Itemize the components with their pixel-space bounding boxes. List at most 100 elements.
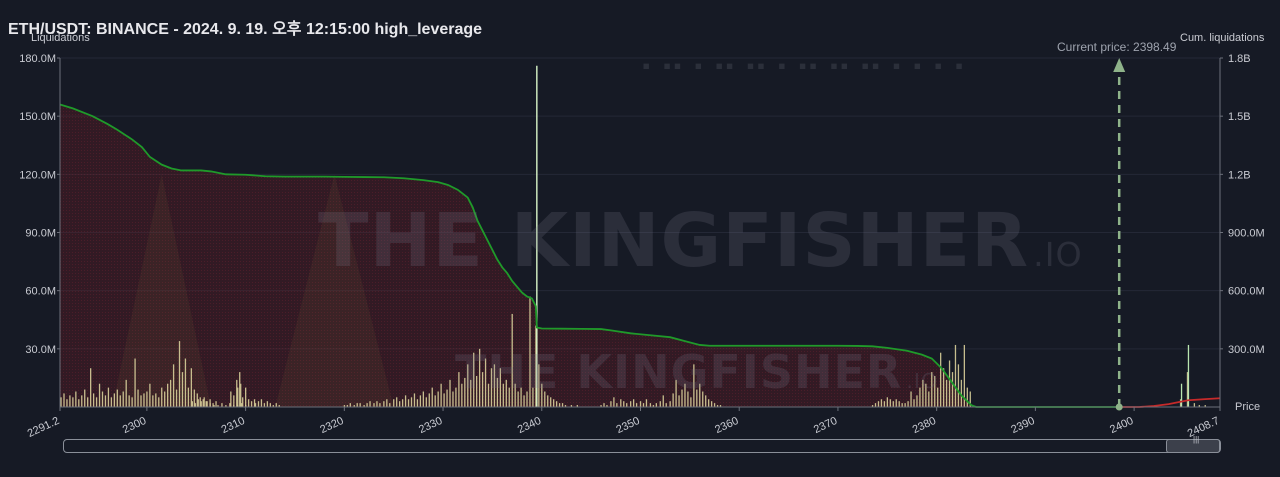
- liquidation-bar: [125, 379, 127, 407]
- liquidation-bar: [919, 387, 921, 407]
- liquidation-bar: [960, 379, 963, 407]
- liquidation-bar: [425, 397, 427, 407]
- liquidation-bar: [431, 387, 433, 407]
- liquidation-bar: [544, 391, 546, 407]
- liquidation-bar: [702, 391, 704, 407]
- current-price-label: Current price: 2398.49: [1057, 40, 1177, 54]
- liquidation-bar: [1198, 405, 1200, 407]
- liquidation-bar: [699, 383, 701, 407]
- liquidation-bar: [520, 387, 522, 407]
- liquidation-bar: [175, 389, 178, 407]
- liquidation-bar: [190, 368, 193, 407]
- y-right-tick-label: 1.5B: [1228, 111, 1251, 123]
- liquidation-bar: [907, 401, 909, 407]
- current-price-arrow-icon: [1113, 58, 1126, 72]
- liquidation-bar: [263, 403, 266, 407]
- liquidation-bar: [603, 403, 605, 407]
- liquidation-bar: [60, 397, 62, 407]
- liquidation-bar: [399, 401, 401, 407]
- liquidation-bar: [356, 403, 358, 407]
- liquidation-bar: [478, 348, 481, 407]
- liquidation-bar: [493, 364, 496, 407]
- liquidation-bar: [963, 344, 966, 407]
- liquidation-bar: [922, 379, 924, 407]
- liquidation-bar: [184, 358, 187, 407]
- liquidation-bar: [212, 403, 214, 407]
- liquidation-bar: [708, 399, 710, 407]
- liquidation-bar: [404, 395, 407, 407]
- liquidation-bar: [266, 401, 269, 407]
- x-tick-label: 2291.2: [26, 415, 62, 440]
- liquidation-bar: [675, 379, 677, 407]
- liquidation-bar: [95, 397, 98, 407]
- liquidation-bar: [916, 395, 918, 407]
- liquidation-bar: [464, 377, 466, 407]
- x-tick-label: 2340: [516, 415, 543, 436]
- liquidation-bar: [110, 397, 113, 407]
- liquidation-bar: [230, 391, 232, 407]
- liquidation-bar: [476, 375, 478, 407]
- liquidation-bar: [616, 403, 618, 407]
- liquidation-bar: [155, 393, 157, 407]
- liquidation-bar: [269, 403, 271, 407]
- liquidation-bar: [221, 403, 223, 407]
- liquidation-bar: [886, 397, 889, 407]
- liquidation-bar: [883, 401, 886, 407]
- liquidation-bar: [669, 401, 671, 407]
- liquidation-bar: [72, 397, 74, 407]
- liquidation-bar: [359, 403, 361, 407]
- liquidation-bar: [253, 399, 256, 407]
- liquidation-bar: [116, 389, 118, 407]
- liquidation-bar: [225, 405, 227, 407]
- liquidation-bar: [632, 399, 635, 407]
- time-scrollbar[interactable]: |||: [63, 435, 1221, 453]
- liquidation-bar: [213, 405, 215, 407]
- liquidation-bar: [69, 395, 71, 407]
- x-tick-label: 2350: [614, 415, 641, 436]
- liquidation-bar: [128, 395, 130, 407]
- left-axis-title: Liquidations: [31, 32, 90, 44]
- liquidation-bar: [505, 379, 507, 407]
- liquidation-bar: [81, 395, 83, 407]
- liquidation-bar: [240, 383, 242, 407]
- y-left-tick-label: 120.0M: [19, 169, 56, 181]
- liquidation-bar: [649, 403, 652, 407]
- liquidation-bar: [639, 401, 642, 407]
- liquidation-bar: [158, 397, 160, 407]
- liquidation-bar: [78, 399, 80, 407]
- liquidation-bar: [951, 372, 954, 407]
- y-left-tick-label: 150.0M: [19, 111, 56, 123]
- liquidation-bar: [66, 399, 68, 407]
- x-tick-label: 2408.7: [1186, 415, 1222, 440]
- watermark-secondary: THE KINGFISHER .IO: [455, 345, 939, 399]
- liquidation-bar: [684, 383, 686, 407]
- liquidation-bar: [272, 405, 274, 407]
- chart-title: ETH/USDT: BINANCE - 2024. 9. 19. 오후 12:1…: [8, 21, 483, 38]
- liquidation-bar: [242, 397, 244, 407]
- liquidation-bar: [547, 395, 549, 407]
- liquidation-bar: [606, 405, 608, 407]
- right-axis-title: Cum. liquidations: [1180, 32, 1265, 44]
- liquidation-bar: [665, 403, 667, 407]
- liquidation-bar: [237, 387, 239, 407]
- liquidation-bar: [205, 401, 207, 407]
- liquidation-bar: [260, 399, 263, 407]
- liquidation-bar: [236, 379, 238, 407]
- liquidation-bar: [199, 397, 201, 407]
- liquidation-glow: [275, 174, 394, 407]
- price-axis-title: Price: [1235, 401, 1261, 413]
- liquidation-bar: [134, 358, 136, 407]
- liquidation-bar: [458, 372, 460, 407]
- liquidation-bar: [895, 399, 897, 407]
- liquidation-bar: [181, 372, 184, 407]
- y-left-tick-label: 30.0M: [25, 344, 56, 356]
- liquidation-bar: [871, 405, 874, 407]
- scrollbar-handle[interactable]: |||: [1166, 435, 1220, 453]
- y-left-tick-label: 90.0M: [25, 228, 56, 240]
- liquidation-bar: [104, 395, 107, 407]
- liquidation-bar: [473, 352, 475, 407]
- liquidation-bar: [526, 391, 528, 407]
- liquidation-bar: [393, 399, 395, 407]
- liquidation-bar: [561, 403, 564, 407]
- liquidation-bar: [626, 403, 628, 407]
